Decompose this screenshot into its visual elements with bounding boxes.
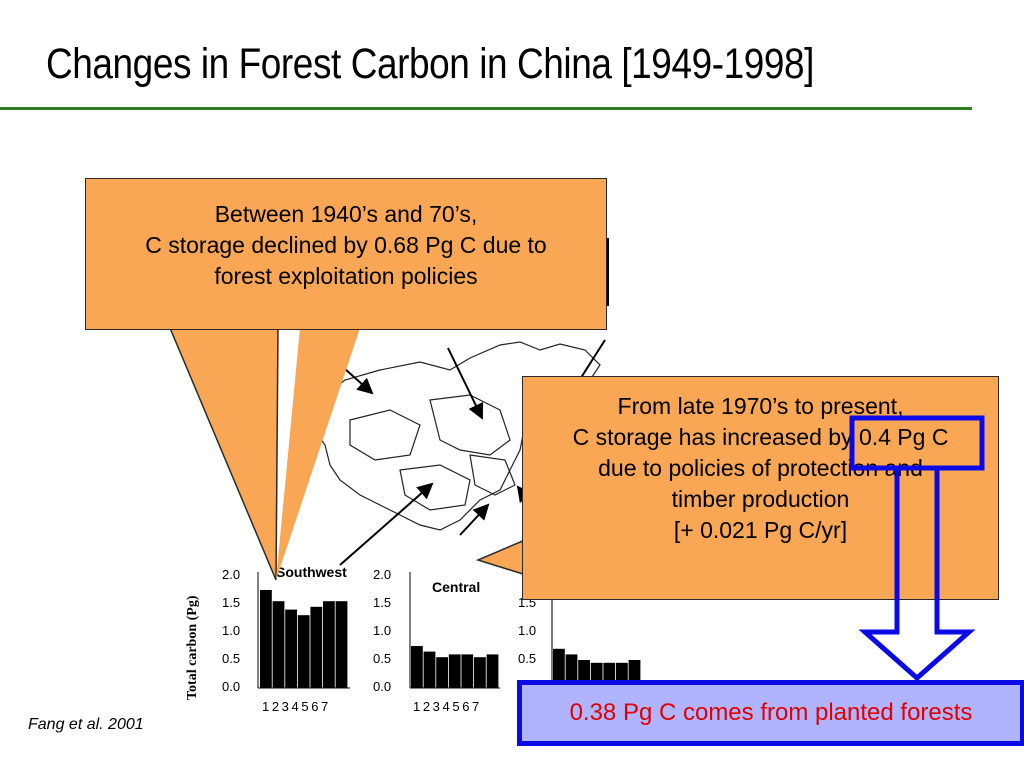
bar — [590, 662, 603, 688]
bar — [628, 660, 641, 688]
bar — [285, 609, 297, 688]
bar — [565, 654, 578, 688]
callout-line: due to policies of protection and — [598, 455, 923, 481]
bar — [323, 601, 335, 688]
bar — [310, 606, 323, 688]
bar — [448, 654, 461, 688]
bar — [423, 651, 436, 688]
ytick-label: 1.0 — [373, 623, 391, 638]
bar — [436, 657, 448, 688]
ytick-label: 1.0 — [222, 623, 240, 638]
panel-title: Southwest — [276, 564, 347, 580]
ytick-label: 1.5 — [222, 595, 240, 610]
result-box: 0.38 Pg C comes from planted forests — [517, 680, 1024, 746]
ytick-label: 0.5 — [373, 651, 391, 666]
bar — [411, 646, 423, 688]
callout-decline: Between 1940’s and 70’s, C storage decli… — [85, 178, 607, 330]
bar — [553, 648, 565, 688]
callout-line: From late 1970’s to present, — [617, 393, 904, 419]
bar — [297, 615, 310, 688]
callout-line: timber production — [671, 486, 850, 512]
callout-line: C storage has increased by 0.4 Pg C — [572, 424, 949, 450]
ytick-label: 0.0 — [222, 679, 240, 694]
panel-third: 1.5 1.0 0.5 — [518, 595, 645, 689]
slide-title: Changes in Forest Carbon in China [1949-… — [46, 40, 814, 88]
ytick-label: 0.5 — [518, 651, 536, 666]
ytick-label: 0.5 — [222, 651, 240, 666]
bar — [260, 590, 272, 688]
callout-line: C storage declined by 0.68 Pg C due to — [145, 232, 547, 258]
xtick-labels: 1 2 3 4 5 6 7 — [262, 699, 328, 714]
ytick-label: 1.5 — [373, 595, 391, 610]
bar — [578, 660, 590, 688]
callout-increase: From late 1970’s to present, C storage h… — [522, 376, 999, 600]
panel-title: Central — [432, 579, 480, 595]
panel-southwest: 2.0 1.5 1.0 0.5 0.0 Southwest 1 2 3 4 5 … — [222, 564, 350, 714]
bar — [335, 601, 348, 688]
bar — [603, 662, 616, 688]
bar — [461, 654, 474, 688]
bar — [486, 654, 499, 688]
ytick-label: 1.0 — [518, 623, 536, 638]
ytick-label: 2.0 — [222, 567, 240, 582]
callout-line: [+ 0.021 Pg C/yr] — [673, 517, 848, 543]
xtick-labels: 1 2 3 4 5 6 7 — [413, 699, 479, 714]
bar — [272, 601, 285, 688]
ytick-label: 2.0 — [373, 567, 391, 582]
bar — [474, 657, 486, 688]
y-axis-label: Total carbon (Pg) — [185, 595, 200, 700]
bar — [616, 662, 628, 688]
citation: Fang et al. 2001 — [28, 716, 144, 733]
ytick-label: 0.0 — [373, 679, 391, 694]
callout-line: Between 1940’s and 70’s, — [214, 201, 478, 227]
result-text: 0.38 Pg C comes from planted forests — [569, 699, 973, 726]
panel-central: 2.0 1.5 1.0 0.5 0.0 Central 1 2 3 4 5 6 … — [373, 567, 500, 714]
callout-line: forest exploitation policies — [214, 263, 478, 289]
title-rule — [0, 107, 972, 110]
